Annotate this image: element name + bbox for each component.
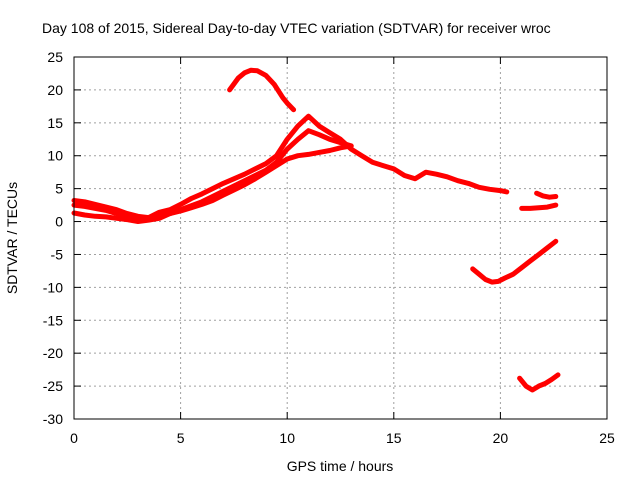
data-series [71,67,561,393]
plot-frame [73,56,608,420]
y-tick-label: 20 [47,82,63,98]
x-axis-ticks: 0 5 10 15 20 25 [70,57,615,446]
series-arc-2 [71,128,354,224]
series-arc-4 [227,67,297,113]
y-tick-label: -15 [43,312,63,328]
y-tick-label: -5 [51,246,64,262]
series-arc-8 [517,372,561,393]
y-tick-label: 0 [55,214,63,230]
y-axis-ticks: -30 -25 -20 -15 -10 -5 0 5 10 15 20 25 [43,49,607,427]
chart-title: Day 108 of 2015, Sidereal Day-to-day VTE… [42,20,551,36]
y-tick-label: -10 [43,279,63,295]
series-arc-3 [71,143,354,223]
y-tick-label: 25 [47,49,63,65]
y-tick-label: 15 [47,115,63,131]
series-arc-5 [519,202,559,211]
x-tick-label: 10 [279,430,295,446]
grid-lines [74,57,607,419]
y-tick-label: 10 [47,148,63,164]
x-tick-label: 0 [70,430,78,446]
x-axis-label: GPS time / hours [287,458,394,474]
y-tick-label: -25 [43,378,63,394]
series-arc-6 [534,190,559,200]
y-tick-label: -20 [43,345,63,361]
y-axis-label: SDTVAR / TECUs [4,182,20,294]
y-tick-label: 5 [55,181,63,197]
series-arc-1 [71,113,510,221]
y-tick-label: -30 [43,411,63,427]
x-tick-label: 15 [386,430,402,446]
x-tick-label: 25 [599,430,615,446]
series-arc-7 [470,238,559,285]
x-tick-label: 5 [177,430,185,446]
x-tick-label: 20 [493,430,509,446]
